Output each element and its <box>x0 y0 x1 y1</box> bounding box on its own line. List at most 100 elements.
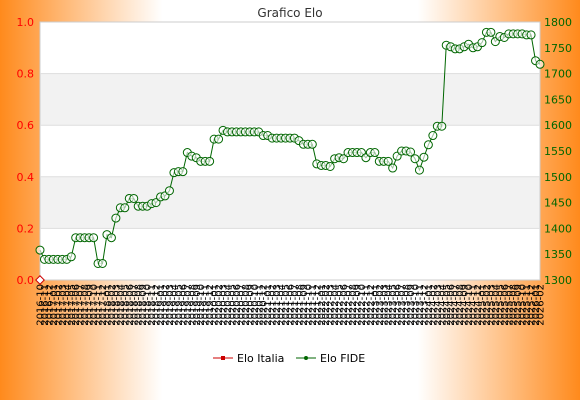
data-point-elo-fide <box>406 147 416 157</box>
plot-band <box>40 73 540 126</box>
y-right-tick-label: 1400 <box>544 222 572 235</box>
plot-band <box>40 228 540 280</box>
x-tick-label: 2022-07 <box>344 284 355 326</box>
x-tick-label: 2017-07 <box>76 284 87 326</box>
data-point-elo-fide <box>89 233 99 243</box>
legend-box <box>208 346 370 370</box>
x-tick-label: 2019-03 <box>165 284 176 326</box>
x-tick-label: 2021-05 <box>281 284 292 326</box>
x-tick-label: 2025-02 <box>482 284 493 326</box>
x-tick-label: 2023-04 <box>384 284 395 326</box>
legend-item-elo-fide: Elo FIDE <box>296 352 365 365</box>
data-point-elo-fide <box>419 152 429 162</box>
x-tick-label: 2023-08 <box>402 284 413 326</box>
x-tick-label: 2024-06 <box>446 284 457 326</box>
x-tick-label: 2018-08 <box>134 284 145 326</box>
y-right-tick-label: 1300 <box>544 274 572 287</box>
x-tick-label: 2020-04 <box>223 284 234 326</box>
x-axis: 2016-102016-112016-122017-012017-022017-… <box>36 284 547 326</box>
x-tick-label: 2017-12 <box>98 284 109 326</box>
x-tick-label: 2022-03 <box>326 284 337 326</box>
y-right-tick-label: 1500 <box>544 171 572 184</box>
x-tick-label: 2025-12 <box>527 284 538 326</box>
data-point-elo-fide <box>477 38 487 48</box>
data-point-elo-fide <box>205 156 215 166</box>
data-point-elo-fide <box>339 154 349 164</box>
y-right-tick-label: 1550 <box>544 145 572 158</box>
data-point-elo-fide <box>120 203 130 213</box>
data-point-elo-fide <box>214 134 224 144</box>
y-right-tick-label: 1700 <box>544 68 572 81</box>
x-tick-label: 2023-06 <box>393 284 404 326</box>
x-tick-label: 2020-12 <box>259 284 270 326</box>
data-point-elo-fide <box>428 131 438 141</box>
x-tick-label: 2018-02 <box>107 284 118 326</box>
x-tick-label: 2018-11 <box>147 284 158 326</box>
plot-band <box>40 125 540 177</box>
plot-grid <box>40 73 540 229</box>
data-point-elo-fide <box>178 167 188 177</box>
y-left-axis: 0.0 0.2 0.4 0.6 0.8 1.0 <box>17 16 35 287</box>
legend-item-elo-italia: Elo Italia <box>213 352 284 365</box>
x-tick-label: 2024-03 <box>433 284 444 326</box>
x-tick-label: 2022-05 <box>335 284 346 326</box>
x-tick-label: 2025-08 <box>509 284 520 326</box>
data-point-elo-fide <box>383 156 393 166</box>
x-tick-label: 2022-04 <box>330 284 341 326</box>
x-tick-label: 2023-01 <box>370 284 381 326</box>
x-tick-label: 2017-01 <box>49 284 60 326</box>
data-point-elo-fide <box>388 163 398 173</box>
data-point-elo-fide <box>423 140 433 150</box>
x-tick-label: 2020-03 <box>219 284 230 326</box>
x-tick-label: 2022-01 <box>317 284 328 326</box>
x-tick-label: 2019-08 <box>187 284 198 326</box>
legend: Elo Italia Elo FIDE <box>208 346 370 370</box>
x-tick-label: 2022-11 <box>361 284 372 326</box>
data-point-elo-fide <box>164 186 174 196</box>
x-tick-label: 2018-04 <box>116 284 127 326</box>
x-tick-label: 2021-12 <box>312 284 323 326</box>
x-tick-label: 2024-07 <box>451 284 462 326</box>
data-point-elo-fide <box>486 27 496 37</box>
x-tick-label: 2019-07 <box>183 284 194 326</box>
data-point-elo-fide <box>325 161 335 171</box>
x-tick-label: 2020-09 <box>245 284 256 326</box>
x-tick-label: 2021-07 <box>290 284 301 326</box>
x-tick-label: 2019-04 <box>169 284 180 326</box>
x-tick-label: 2024-02 <box>428 284 439 326</box>
x-tick-label: 2025-11 <box>522 284 533 326</box>
y-left-tick-label: 1.0 <box>17 16 35 29</box>
x-tick-label: 2021-11 <box>308 284 319 326</box>
x-tick-label: 2020-01 <box>210 284 221 326</box>
x-tick-label: 2020-06 <box>232 284 243 326</box>
data-point-elo-fide <box>106 233 116 243</box>
x-tick-label: 2019-05 <box>174 284 185 326</box>
x-tick-label: 2017-04 <box>62 284 73 326</box>
x-tick-label: 2019-02 <box>161 284 172 326</box>
data-point-elo-fide <box>35 245 45 255</box>
x-tick-label: 2022-09 <box>352 284 363 326</box>
x-tick-label: 2024-09 <box>460 284 471 326</box>
x-tick-label: 2021-06 <box>286 284 297 326</box>
x-tick-label: 2018-03 <box>111 284 122 326</box>
x-tick-label: 2018-12 <box>152 284 163 326</box>
plot-bands <box>39 21 541 281</box>
x-tick-label: 2020-05 <box>227 284 238 326</box>
x-tick-label: 2018-01 <box>102 284 113 326</box>
y-right-tick-label: 1650 <box>544 93 572 106</box>
legend-marker-elo-fide <box>304 356 308 360</box>
x-tick-label: 2026-01 <box>531 284 542 326</box>
x-tick-label: 2019-06 <box>178 284 189 326</box>
x-tick-label: 2017-03 <box>58 284 69 326</box>
x-tick-label: 2020-11 <box>254 284 265 326</box>
data-point-elo-fide <box>437 121 447 131</box>
x-tick-label: 2025-01 <box>477 284 488 326</box>
legend-label-elo-italia: Elo Italia <box>237 352 284 365</box>
x-tick-label: 2016-10 <box>36 284 47 326</box>
data-point-elo-fide <box>98 258 107 268</box>
x-tick-label: 2018-07 <box>129 284 140 326</box>
x-tick-label: 2024-04 <box>437 284 448 326</box>
x-tick-label: 2021-03 <box>272 284 283 326</box>
x-tick-label: 2018-05 <box>120 284 131 326</box>
x-tick-label: 2016-12 <box>44 284 55 326</box>
